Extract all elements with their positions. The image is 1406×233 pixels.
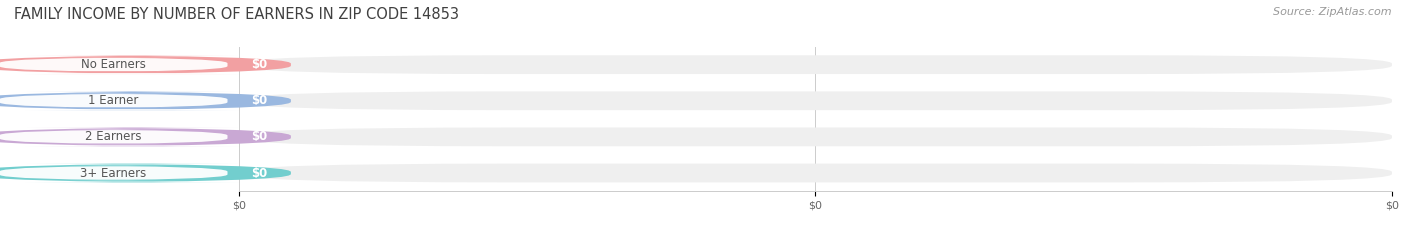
FancyBboxPatch shape (239, 127, 1392, 146)
Text: FAMILY INCOME BY NUMBER OF EARNERS IN ZIP CODE 14853: FAMILY INCOME BY NUMBER OF EARNERS IN ZI… (14, 7, 460, 22)
FancyBboxPatch shape (0, 55, 291, 74)
FancyBboxPatch shape (239, 91, 1392, 110)
Text: $0: $0 (252, 58, 267, 71)
FancyBboxPatch shape (239, 55, 1392, 74)
FancyBboxPatch shape (0, 93, 228, 108)
FancyBboxPatch shape (0, 91, 291, 110)
Text: Source: ZipAtlas.com: Source: ZipAtlas.com (1274, 7, 1392, 17)
FancyBboxPatch shape (0, 130, 228, 144)
FancyBboxPatch shape (0, 127, 291, 146)
Text: 1 Earner: 1 Earner (89, 94, 139, 107)
Text: 3+ Earners: 3+ Earners (80, 167, 146, 179)
Text: $0: $0 (252, 130, 267, 143)
Text: $0: $0 (252, 94, 267, 107)
FancyBboxPatch shape (0, 57, 228, 72)
Text: 2 Earners: 2 Earners (86, 130, 142, 143)
FancyBboxPatch shape (0, 164, 291, 182)
Text: No Earners: No Earners (82, 58, 146, 71)
FancyBboxPatch shape (0, 166, 228, 180)
FancyBboxPatch shape (239, 164, 1392, 182)
Text: $0: $0 (252, 167, 267, 179)
